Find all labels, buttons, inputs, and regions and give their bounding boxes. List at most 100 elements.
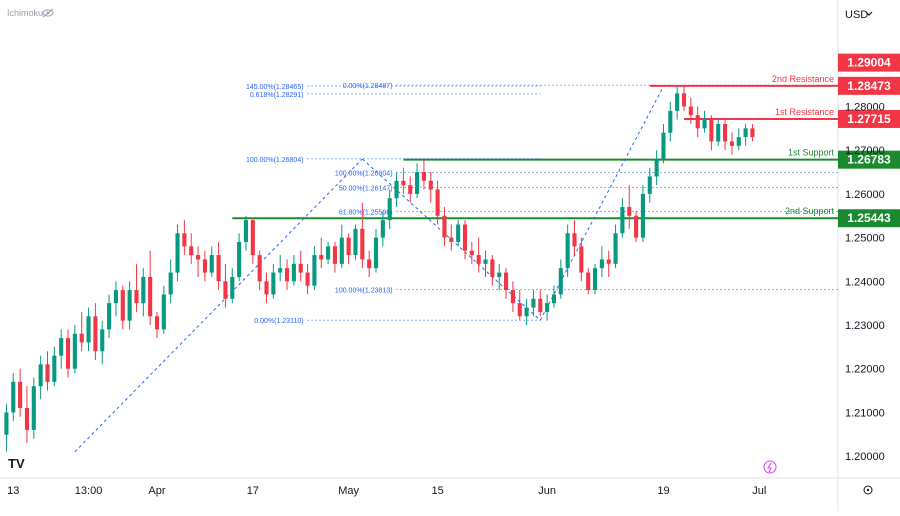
x-tick-label: Jul xyxy=(752,485,766,497)
candle-body xyxy=(65,338,71,369)
candle-body xyxy=(264,281,269,295)
level-name: 2nd Resistance xyxy=(772,74,834,84)
candle-body xyxy=(127,290,132,321)
candle-body xyxy=(291,263,296,282)
y-tick-label: 1.23000 xyxy=(845,320,885,332)
candle-body xyxy=(421,172,426,181)
candle-body xyxy=(182,233,187,247)
y-tick-label: 1.28000 xyxy=(845,101,885,113)
candle-body xyxy=(579,246,584,273)
candle-body xyxy=(100,329,105,352)
fib-label: 0.00%(1.28487) xyxy=(343,83,393,90)
candle-body xyxy=(599,259,604,269)
candle-body xyxy=(613,233,618,264)
candle-body xyxy=(339,237,344,264)
candle-body xyxy=(490,259,495,277)
candle-body xyxy=(332,246,337,264)
candle-body xyxy=(271,272,276,295)
candle-body xyxy=(79,333,84,343)
candle-body xyxy=(640,193,645,238)
candle-body xyxy=(134,290,139,304)
candle-body xyxy=(250,220,255,256)
eye-icon[interactable] xyxy=(42,8,54,18)
candle-body xyxy=(353,228,358,256)
price-tag-label[interactable]: 1.28473 xyxy=(847,79,891,93)
y-tick-label: 1.20000 xyxy=(845,451,885,463)
fib-label: 50.00%(1.26147) xyxy=(339,185,393,192)
price-tag xyxy=(838,53,900,72)
price-tag-label[interactable]: 1.26783 xyxy=(847,153,891,167)
candle-body xyxy=(586,272,591,291)
level-name: 2nd Support xyxy=(785,206,835,216)
candle-body xyxy=(551,294,557,304)
candle-body xyxy=(18,381,23,409)
candle-body xyxy=(45,364,50,382)
fib-label: 100.00%(1.26804) xyxy=(246,157,304,164)
candle-body xyxy=(326,246,331,260)
candle-body xyxy=(415,172,420,194)
candle-body xyxy=(401,180,406,186)
x-tick-label: 13:00 xyxy=(75,485,103,497)
candle-body xyxy=(462,224,468,251)
candle-body xyxy=(709,119,714,142)
candle-body xyxy=(243,220,249,242)
candle-body xyxy=(367,259,372,269)
candle-body xyxy=(154,316,160,330)
x-tick-label: 13 xyxy=(7,485,19,497)
candle-body xyxy=(93,316,98,352)
candle-body xyxy=(565,233,570,269)
x-tick-label: 17 xyxy=(247,485,259,497)
fib-label: 0.00%(1.23110) xyxy=(254,318,303,325)
candle-body xyxy=(702,119,707,129)
candle-body xyxy=(107,303,112,330)
y-tick-label: 1.24000 xyxy=(845,276,885,288)
y-tick-label: 1.26000 xyxy=(845,189,885,201)
candle-body xyxy=(572,233,577,247)
candle-body xyxy=(558,268,563,295)
currency-label[interactable]: USD xyxy=(845,9,868,21)
candle-body xyxy=(449,237,454,242)
candle-body xyxy=(654,158,659,177)
candle-body xyxy=(196,255,201,260)
y-tick-label: 1.21000 xyxy=(845,407,885,419)
price-tag xyxy=(838,76,900,95)
candle-body xyxy=(113,290,118,304)
candle-body xyxy=(620,207,625,234)
settings-icon[interactable] xyxy=(863,485,873,495)
candle-body xyxy=(230,276,235,299)
candle-body xyxy=(360,228,365,260)
candle-body xyxy=(476,255,481,264)
x-tick-label: 19 xyxy=(657,485,669,497)
candle-body xyxy=(647,176,652,194)
price-tag xyxy=(838,209,900,228)
price-tag-label[interactable]: 1.25443 xyxy=(847,211,891,225)
lightning-icon[interactable] xyxy=(763,460,777,474)
fib-label: 145.00%(1.28465) xyxy=(246,84,304,91)
candle-body xyxy=(298,263,303,273)
price-tag-label[interactable]: 1.29004 xyxy=(847,56,891,70)
x-tick-label: Jun xyxy=(538,485,556,497)
indicator-label[interactable]: Ichimoku xyxy=(7,8,43,18)
candle-body xyxy=(31,386,36,430)
fib-label: 61.80%(1.25596) xyxy=(339,210,393,217)
candle-body xyxy=(11,381,16,413)
candle-body xyxy=(442,215,447,238)
candle-body xyxy=(695,115,700,129)
candle-body xyxy=(305,272,310,286)
price-tag-label[interactable]: 1.27715 xyxy=(847,112,891,126)
x-tick-label: May xyxy=(338,485,359,497)
candle-body xyxy=(504,272,509,291)
candle-body xyxy=(688,106,693,116)
candle-body xyxy=(223,281,228,299)
chevron-down-icon[interactable] xyxy=(865,11,873,16)
candle-body xyxy=(72,333,77,369)
candle-body xyxy=(497,272,502,277)
candle-body xyxy=(148,276,153,317)
candle-body xyxy=(373,237,379,269)
fib-trend-line xyxy=(74,158,363,453)
candle-body xyxy=(736,137,741,146)
candle-body xyxy=(723,123,728,142)
candle-body xyxy=(24,408,30,430)
